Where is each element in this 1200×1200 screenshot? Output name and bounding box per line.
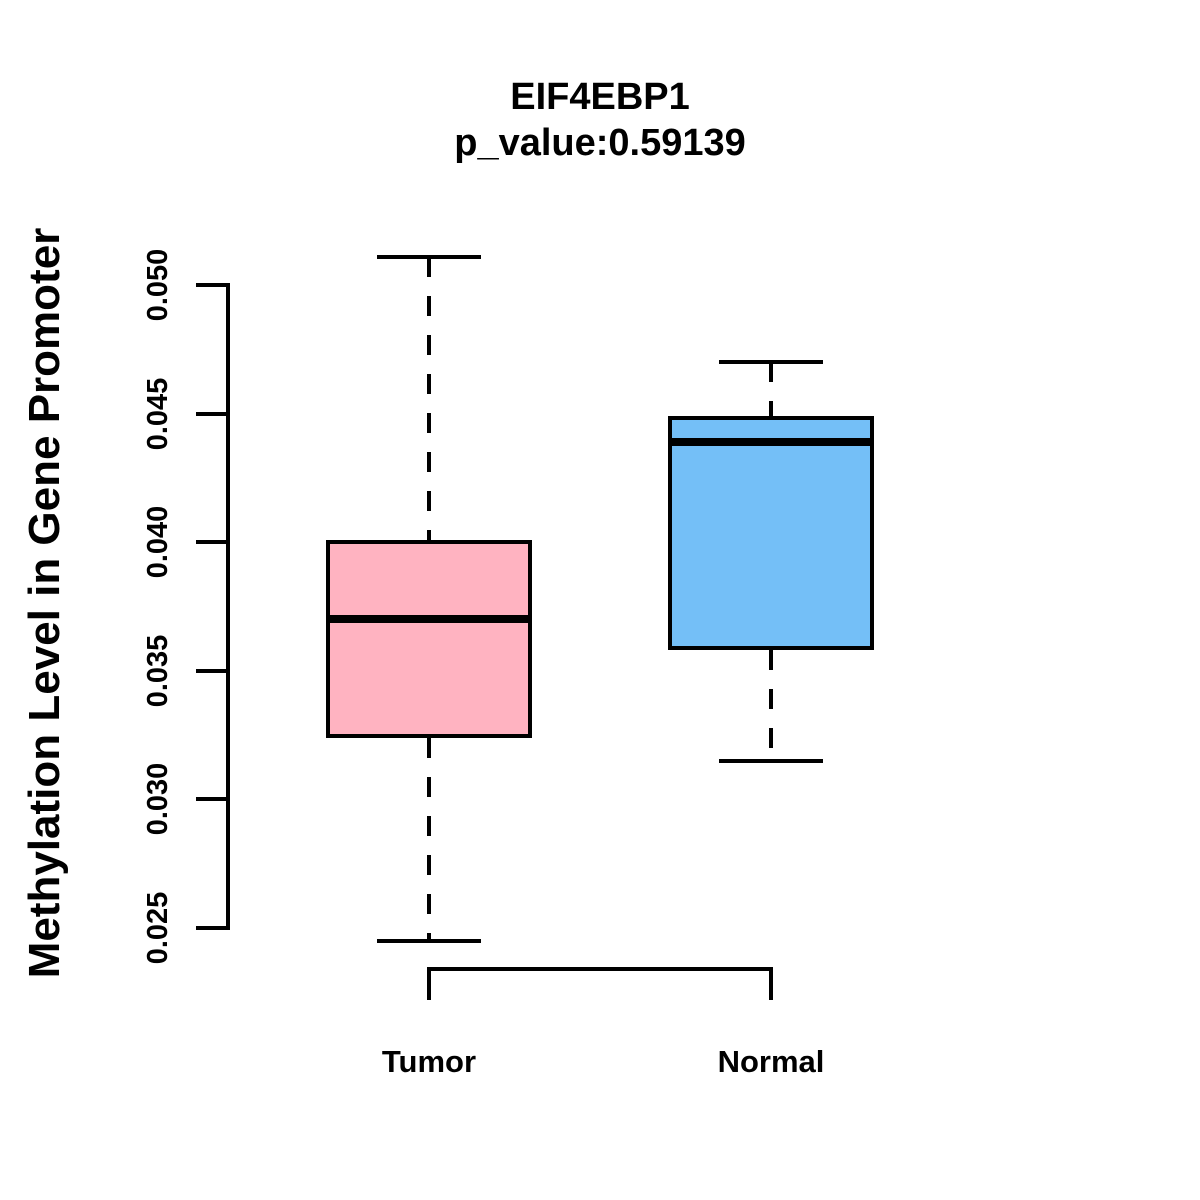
y-tick-label: 0.025 bbox=[142, 891, 174, 965]
y-axis-tick bbox=[196, 926, 226, 930]
chart-title: EIF4EBP1 bbox=[510, 76, 690, 118]
y-axis-tick bbox=[196, 540, 226, 544]
tumor-lower-whisker-cap bbox=[377, 939, 481, 943]
y-axis-tick bbox=[196, 669, 226, 673]
y-tick-label: 0.045 bbox=[142, 377, 174, 451]
x-category-label-normal: Normal bbox=[717, 1044, 825, 1079]
tumor-upper-whisker-cap bbox=[377, 255, 481, 259]
x-category-label-tumor: Tumor bbox=[381, 1044, 477, 1079]
tumor-upper-whisker-line bbox=[427, 257, 431, 540]
x-axis-line bbox=[427, 967, 773, 971]
normal-upper-whisker-cap bbox=[719, 360, 823, 364]
y-tick-label: 0.030 bbox=[142, 762, 174, 836]
chart-subtitle: p_value:0.59139 bbox=[454, 122, 746, 164]
tumor-box bbox=[326, 540, 532, 738]
y-axis-tick bbox=[196, 412, 226, 416]
normal-upper-whisker-line bbox=[769, 362, 773, 416]
y-axis-line bbox=[226, 283, 230, 930]
y-tick-label: 0.035 bbox=[142, 634, 174, 708]
normal-lower-whisker-line bbox=[769, 650, 773, 761]
y-axis-tick bbox=[196, 283, 226, 287]
y-tick-label: 0.040 bbox=[142, 505, 174, 579]
y-axis-label: Methylation Level in Gene Promoter bbox=[20, 227, 69, 979]
y-axis-tick bbox=[196, 797, 226, 801]
normal-box bbox=[668, 416, 874, 650]
tumor-median-line bbox=[326, 615, 532, 623]
y-tick-label: 0.050 bbox=[142, 248, 174, 322]
normal-median-line bbox=[668, 438, 874, 446]
normal-lower-whisker-cap bbox=[719, 759, 823, 763]
x-axis-tick bbox=[769, 969, 773, 1000]
x-axis-tick bbox=[427, 969, 431, 1000]
tumor-lower-whisker-line bbox=[427, 738, 431, 941]
